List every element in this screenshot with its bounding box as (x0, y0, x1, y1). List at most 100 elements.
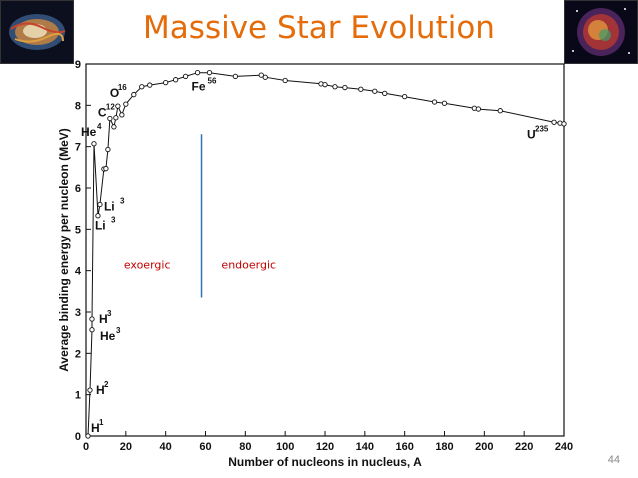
data-point (147, 82, 153, 88)
nuclide-label: He 4 (81, 122, 102, 139)
nuclide-mass-number: 3 (116, 326, 121, 335)
y-tick-label: 3 (75, 307, 81, 319)
data-point (561, 121, 567, 127)
data-point (232, 73, 239, 80)
nuclide-symbol: C (98, 106, 107, 120)
nuclide-symbol: Fe (192, 80, 206, 94)
data-point (172, 77, 179, 83)
data-point (113, 115, 119, 121)
data-point (103, 165, 109, 172)
nuclide-label: C 12 (98, 103, 115, 120)
data-point (441, 100, 448, 106)
plot-frame (85, 63, 565, 437)
nuclide-symbol: Li (95, 219, 106, 233)
nuclide-symbol: Li (104, 200, 115, 214)
x-tick-label: 120 (316, 441, 334, 453)
x-tick-label: 240 (555, 441, 573, 453)
nuclide-symbol: O (110, 86, 119, 100)
data-point (431, 99, 438, 105)
y-tick-label: 4 (75, 266, 82, 278)
y-tick-label: 9 (75, 59, 81, 71)
nuclide-symbol: H (99, 312, 108, 326)
supernova-remnant-image (564, 0, 638, 64)
nuclide-mass-number: 3 (120, 197, 125, 206)
data-point (551, 119, 557, 125)
y-tick-label: 0 (75, 431, 81, 443)
nuclide-label: U 235 (527, 124, 549, 141)
x-tick-label: 220 (515, 441, 533, 453)
nuclide-label: Li 3 (104, 197, 125, 214)
slide-title: Massive Star Evolution (143, 10, 495, 46)
x-tick-label: 20 (120, 441, 132, 453)
y-tick-label: 6 (75, 183, 81, 195)
data-point (131, 91, 137, 98)
data-point (97, 201, 103, 208)
data-point (139, 84, 145, 90)
data-point (258, 72, 264, 78)
data-point (475, 106, 482, 112)
data-point (358, 86, 364, 92)
nuclide-mass-number: 4 (97, 122, 102, 131)
data-point (282, 77, 288, 84)
data-point (402, 94, 408, 100)
data-point (107, 115, 113, 122)
nuclide-mass-number: 2 (104, 380, 109, 389)
x-tick-label: 60 (199, 441, 211, 453)
nuclide-mass-number: 3 (111, 216, 116, 225)
data-point (85, 433, 91, 439)
y-tick-label: 5 (75, 224, 81, 236)
binding-energy-curve (87, 72, 565, 437)
nuclide-mass-number: 1 (99, 418, 104, 427)
x-tick-label: 160 (395, 441, 413, 453)
x-tick-label: 40 (160, 441, 172, 453)
y-tick-label: 7 (75, 142, 81, 154)
x-tick-label: 80 (239, 441, 251, 453)
x-axis-label: Number of nucleons in nucleus, A (228, 455, 422, 469)
nuclide-mass-number: 235 (535, 124, 549, 133)
y-tick-label: 2 (75, 348, 81, 360)
x-tick-label: 0 (83, 441, 89, 453)
data-point (206, 70, 213, 76)
y-tick-label: 8 (75, 100, 81, 112)
data-point (123, 101, 129, 107)
data-point (105, 146, 111, 153)
data-point (342, 84, 348, 91)
nuclide-mass-number: 16 (118, 83, 127, 92)
data-point (262, 74, 268, 80)
x-tick-label: 200 (475, 441, 493, 453)
data-point (95, 213, 101, 219)
data-point (332, 84, 338, 90)
nuclide-label: Fe 56 (192, 77, 217, 94)
nuclide-mass-number: 12 (106, 103, 115, 112)
data-point (163, 79, 169, 86)
data-point (194, 70, 201, 76)
x-tick-label: 140 (356, 441, 374, 453)
exoergic-label: exoergic (124, 259, 171, 272)
data-point (322, 82, 328, 88)
data-point (372, 88, 378, 94)
data-point (119, 112, 125, 118)
x-tick-label: 180 (435, 441, 453, 453)
nuclide-label: O16 (110, 83, 127, 100)
data-point (89, 327, 95, 333)
nuclide-mass-number: 3 (107, 309, 112, 318)
y-tick-label: 1 (75, 390, 81, 402)
data-point (111, 124, 117, 130)
nuclide-label: He 3 (100, 326, 121, 343)
data-point (497, 108, 503, 114)
nuclide-mass-number: 56 (208, 77, 217, 86)
nuclide-label: Li 3 (95, 216, 116, 233)
nuclide-symbol: He (100, 329, 116, 343)
nuclide-symbol: He (81, 125, 97, 139)
y-axis-label: Average binding energy per nucleon (MeV) (57, 128, 71, 372)
nuclide-symbol: U (527, 127, 536, 141)
data-point (91, 141, 97, 147)
crab-nebula-image (0, 0, 74, 64)
data-point (115, 103, 121, 109)
endoergic-label: endoergic (221, 259, 276, 272)
page-number: 44 (607, 454, 620, 466)
